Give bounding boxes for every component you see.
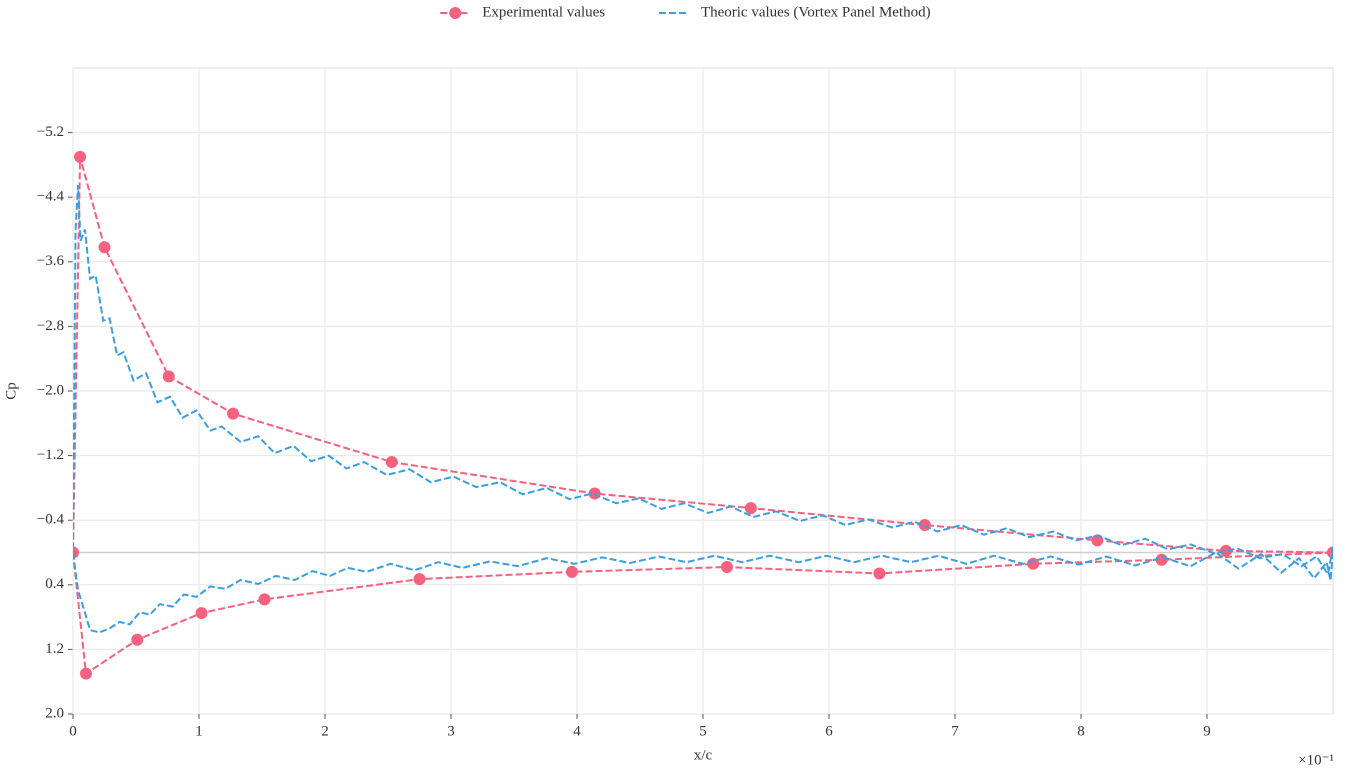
data-point: [73, 546, 79, 559]
data-point: [744, 502, 757, 515]
data-point: [79, 667, 92, 680]
y-tick-label: 1.2: [45, 641, 64, 657]
data-point: [385, 456, 398, 469]
data-point: [873, 567, 886, 580]
data-point: [413, 573, 426, 586]
x-tick-label: 2: [321, 723, 329, 739]
data-point: [1219, 544, 1232, 557]
data-point: [720, 561, 733, 574]
series-line: [73, 156, 1333, 676]
x-tick-label: 4: [573, 723, 581, 739]
x-tick-label: 7: [951, 723, 959, 739]
x-tick-label: 0: [69, 723, 77, 739]
x-tick-label: 6: [825, 723, 833, 739]
x-axis-label: x/c: [694, 747, 713, 763]
y-tick-label: 0.4: [45, 576, 64, 592]
y-tick-label: −5.2: [37, 124, 64, 140]
x-offset-label: ×10⁻¹: [1298, 752, 1334, 768]
data-point: [1091, 534, 1104, 547]
data-point: [1155, 553, 1168, 566]
plot-area: [73, 150, 1333, 680]
y-tick-label: −3.6: [37, 253, 65, 269]
data-point: [565, 565, 578, 578]
y-tick-label: −2.8: [37, 318, 64, 334]
series-line: [73, 185, 1333, 634]
y-tick-label: 2.0: [45, 705, 64, 721]
y-tick-label: −4.4: [37, 189, 65, 205]
data-point: [74, 150, 87, 163]
x-tick-label: 5: [699, 723, 707, 739]
data-point: [195, 607, 208, 620]
data-point: [162, 370, 175, 383]
data-point: [1027, 557, 1040, 570]
y-tick-label: −2.0: [37, 382, 64, 398]
x-tick-label: 3: [447, 723, 455, 739]
legend-marker: [449, 7, 462, 19]
data-point: [227, 407, 240, 420]
data-point: [131, 633, 144, 646]
y-tick-label: −0.4: [37, 512, 65, 528]
legend-label: Theoric values (Vortex Panel Method): [701, 4, 931, 20]
x-tick-label: 9: [1203, 723, 1211, 739]
y-tick-label: −1.2: [37, 447, 64, 463]
data-point: [98, 241, 111, 254]
x-tick-label: 8: [1077, 723, 1085, 739]
legend-label: Experimental values: [482, 4, 605, 20]
x-tick-label: 1: [195, 723, 203, 739]
y-axis-label: Cp: [3, 382, 19, 400]
data-point: [258, 593, 271, 606]
